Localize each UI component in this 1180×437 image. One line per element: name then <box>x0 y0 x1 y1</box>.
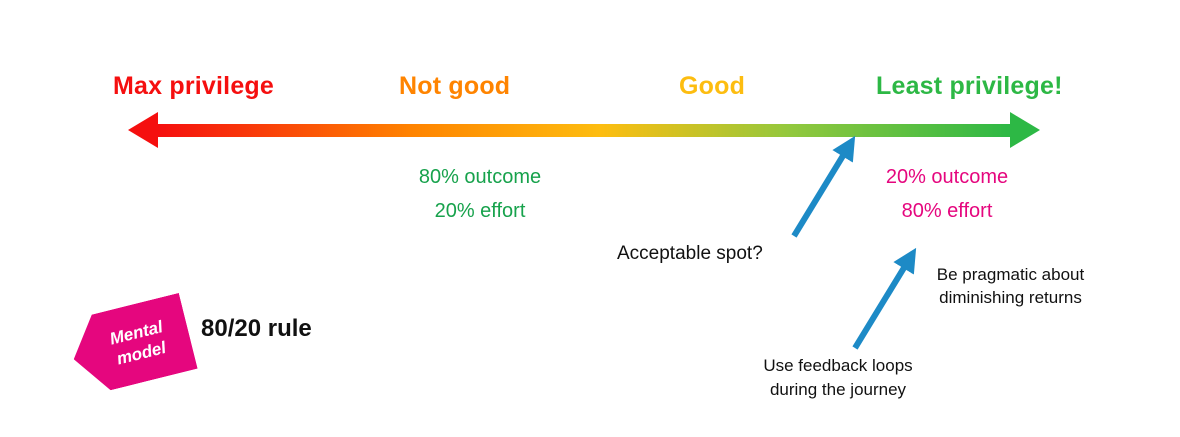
callout-pragmatic-line2: diminishing returns <box>939 288 1082 307</box>
label-max-privilege: Max privilege <box>113 72 274 100</box>
callout-feedback: Use feedback loops during the journey <box>728 354 948 402</box>
rule-title: 80/20 rule <box>201 315 312 342</box>
note-left-line2: 20% effort <box>434 200 526 222</box>
gradient-shaft <box>158 123 1010 137</box>
callout-acceptable-spot: Acceptable spot? <box>617 243 763 264</box>
label-good: Good <box>679 72 746 100</box>
mental-model-badge: Mental model <box>64 293 197 397</box>
gradient-spectrum-arrow <box>128 112 1040 148</box>
callout-feedback-line2: during the journey <box>769 380 907 399</box>
callout-feedback-line1: Use feedback loops <box>763 356 913 375</box>
label-not-good: Not good <box>399 72 511 100</box>
note-right-line2: 80% effort <box>901 200 993 222</box>
arrowhead-right-icon <box>1010 112 1040 148</box>
callout-pragmatic-line1: Be pragmatic about <box>936 265 1085 284</box>
note-left-line1: 80% outcome <box>418 166 542 188</box>
note-left-zone: 80% outcome 20% effort <box>370 160 590 228</box>
note-right-line1: 20% outcome <box>885 166 1009 188</box>
note-right-zone: 20% outcome 80% effort <box>837 160 1057 228</box>
arrowhead-left-icon <box>128 112 158 148</box>
label-least-privilege: Least privilege! <box>876 72 1063 100</box>
callout-pragmatic: Be pragmatic about diminishing returns <box>903 263 1118 309</box>
